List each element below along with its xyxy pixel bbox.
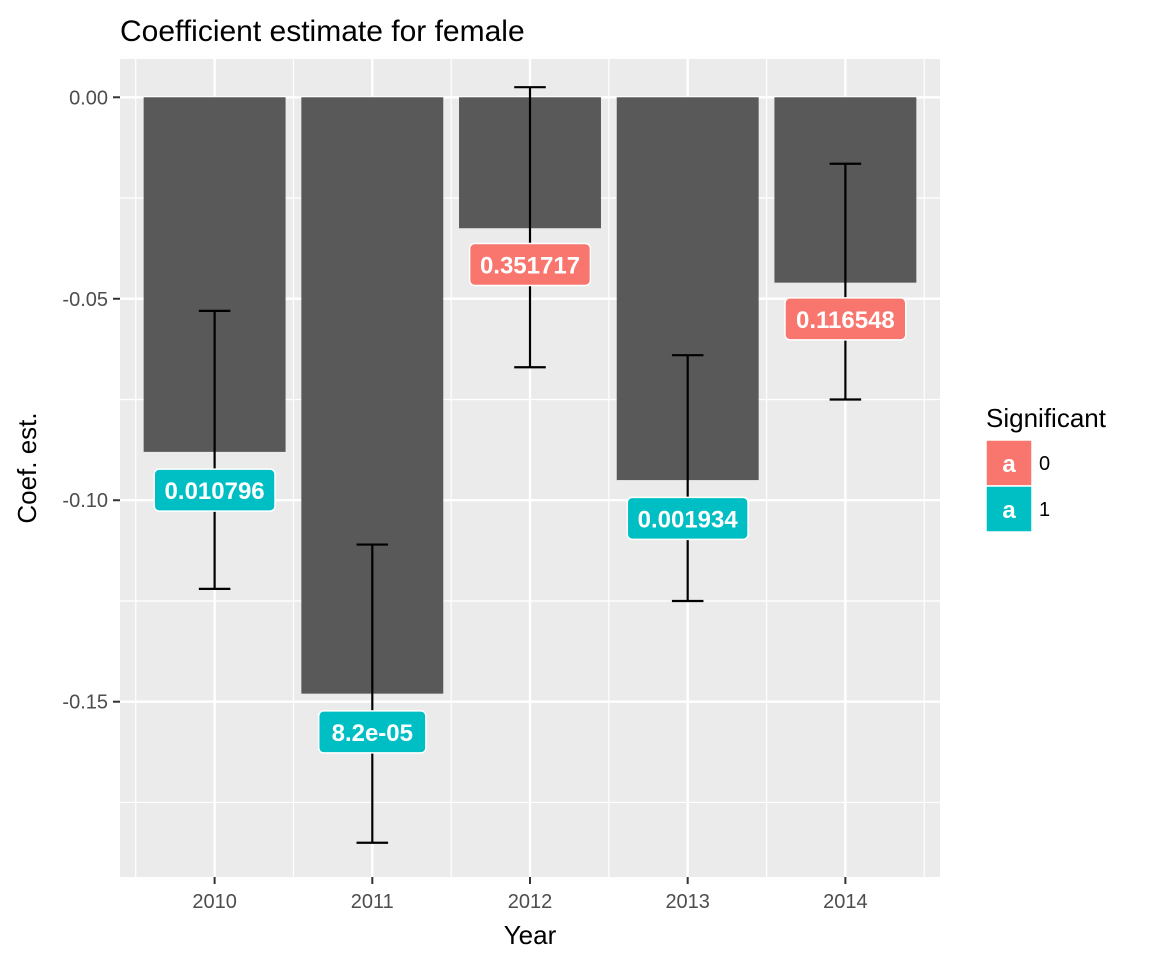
legend-key-letter: a [1002,497,1016,524]
bar-label-box [317,710,427,754]
bar-label-2013: 0.001934 [626,496,749,541]
legend-label-0: 0 [1039,453,1050,475]
x-tick-label: 2014 [823,891,868,913]
legend-title: Significant [986,403,1107,433]
x-axis-title: Year [504,920,557,950]
bar-label-2010: 0.010796 [153,468,276,512]
error-bar-2014 [829,162,862,401]
bar-label-text: 8.2e-05 [332,720,413,747]
bar-label-box [784,297,907,341]
bar-label-box [626,496,749,541]
x-tick-label: 2011 [351,891,394,913]
legend-key-0 [985,439,1033,487]
error-bar-2011 [356,543,389,844]
y-tick-label: -0.15 [62,692,108,714]
legend: Significant a 0 a 1 [985,403,1107,533]
legend-key-letter: a [1002,451,1016,478]
legend-key-1 [985,485,1033,533]
x-tick-label: 2010 [192,891,237,913]
error-bar-2010 [198,309,231,590]
bar-label-text: 0.010796 [165,478,265,505]
chart-title: Coefficient estimate for female [120,15,525,48]
bar-label-2014: 0.116548 [784,297,907,341]
bar-labels: 0.010796 8.2e-05 0.351717 0.001934 0.116548 [153,242,907,754]
y-tick-label: -0.05 [62,289,108,311]
bar-label-2011: 8.2e-05 [317,710,427,754]
bar-label-text: 0.001934 [638,506,739,533]
y-tick-label: 0.00 [69,87,108,109]
x-tick-label: 2013 [665,891,710,913]
y-axis: 0.00 -0.05 -0.10 -0.15 [62,87,120,714]
legend-label-1: 1 [1039,499,1050,521]
x-axis: 2010 2011 2012 2013 2014 [192,877,868,913]
x-tick-label: 2012 [508,891,553,913]
bars [143,97,917,694]
error-bar-2012 [514,86,546,369]
y-tick-label: -0.10 [62,490,108,512]
error-bar-2013 [671,354,704,603]
error-bars [198,86,862,844]
y-axis-title: Coef. est. [12,412,42,523]
bar-label-box [468,242,592,287]
bar-label-text: 0.351717 [480,253,580,280]
bar-label-2012: 0.351717 [468,242,592,287]
bar-label-text: 0.116548 [796,307,895,334]
bar-label-box [153,468,276,512]
